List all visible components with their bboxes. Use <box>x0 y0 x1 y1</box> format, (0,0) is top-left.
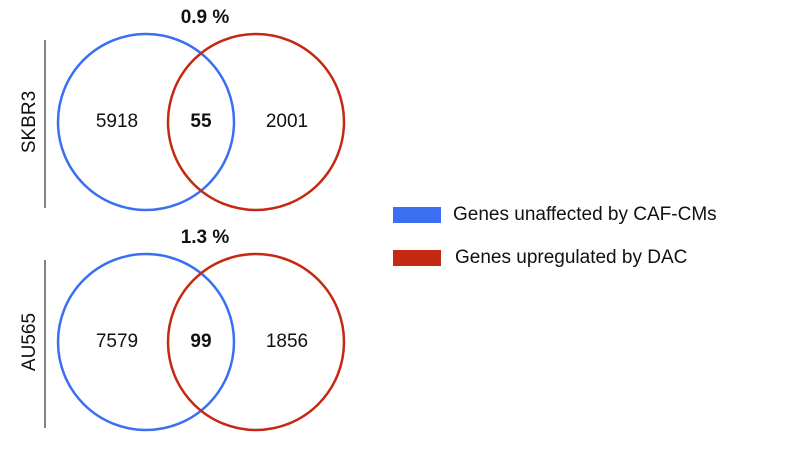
left-count: 5918 <box>96 111 138 132</box>
left-count: 7579 <box>96 331 138 352</box>
overlap-count: 55 <box>190 111 212 132</box>
set-circle-blue <box>56 32 236 212</box>
overlap-count: 99 <box>190 331 211 352</box>
right-count: 1856 <box>266 331 308 352</box>
set-circle-red <box>166 252 346 432</box>
overlap-percent: 0.9 % <box>181 7 230 28</box>
right-count: 2001 <box>266 111 308 132</box>
legend-label: Genes upregulated by DAC <box>455 247 687 268</box>
panel-label: SKBR3 <box>19 91 40 153</box>
set-circle-blue <box>56 252 236 432</box>
legend-swatch <box>393 250 441 266</box>
legend-swatch <box>393 207 441 223</box>
overlap-percent: 1.3 % <box>181 227 230 248</box>
legend-label: Genes unaffected by CAF-CMs <box>453 204 717 225</box>
set-circle-red <box>166 32 346 212</box>
panel-label: AU565 <box>19 313 40 371</box>
